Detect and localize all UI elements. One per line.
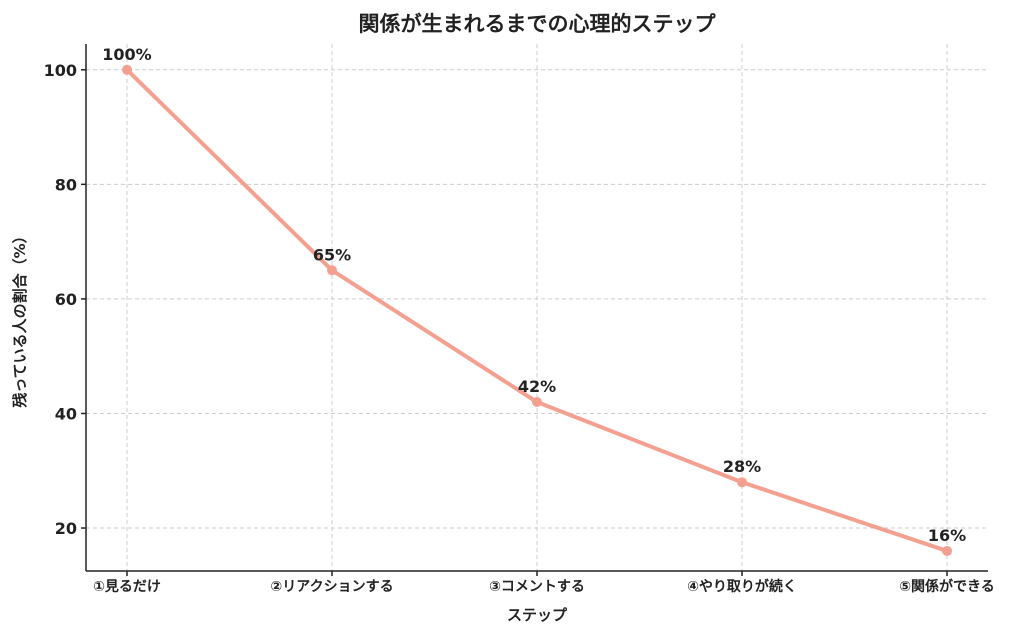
data-label: 100% (102, 45, 151, 64)
y-tick-label: 20 (55, 519, 77, 538)
y-axis-label: 残っている人の割合（%） (11, 228, 29, 407)
data-point (942, 545, 952, 556)
data-label: 65% (313, 245, 351, 264)
x-tick-label: ⑤関係ができる (899, 578, 995, 595)
x-tick-label: ②リアクションする (270, 579, 393, 595)
chart-title: 関係が生まれるまでの心理的ステップ (359, 12, 717, 36)
ticks: 20 40 60 80 100 ①見るだけ ②リアクションする ③コメントする ④やり取りが続く… (44, 61, 995, 595)
y-tick-label: 80 (55, 175, 77, 194)
y-tick-label: 100 (44, 61, 77, 80)
data-labels: 100% 65% 42% 28% 16% (102, 45, 966, 545)
data-point (122, 64, 132, 75)
data-point (532, 397, 542, 408)
x-tick-label: ①見るだけ (93, 579, 161, 595)
data-point (327, 265, 337, 276)
x-tick-label: ③コメントする (489, 579, 585, 595)
data-label: 16% (928, 526, 966, 545)
y-tick-label: 60 (55, 290, 77, 309)
data-label: 42% (518, 377, 556, 396)
data-point (737, 477, 747, 488)
data-label: 28% (723, 457, 761, 476)
series (122, 64, 952, 556)
grid (86, 44, 988, 571)
x-axis-label: ステップ (507, 606, 568, 624)
y-tick-label: 40 (55, 404, 77, 423)
x-tick-label: ④やり取りが続く (687, 578, 797, 595)
